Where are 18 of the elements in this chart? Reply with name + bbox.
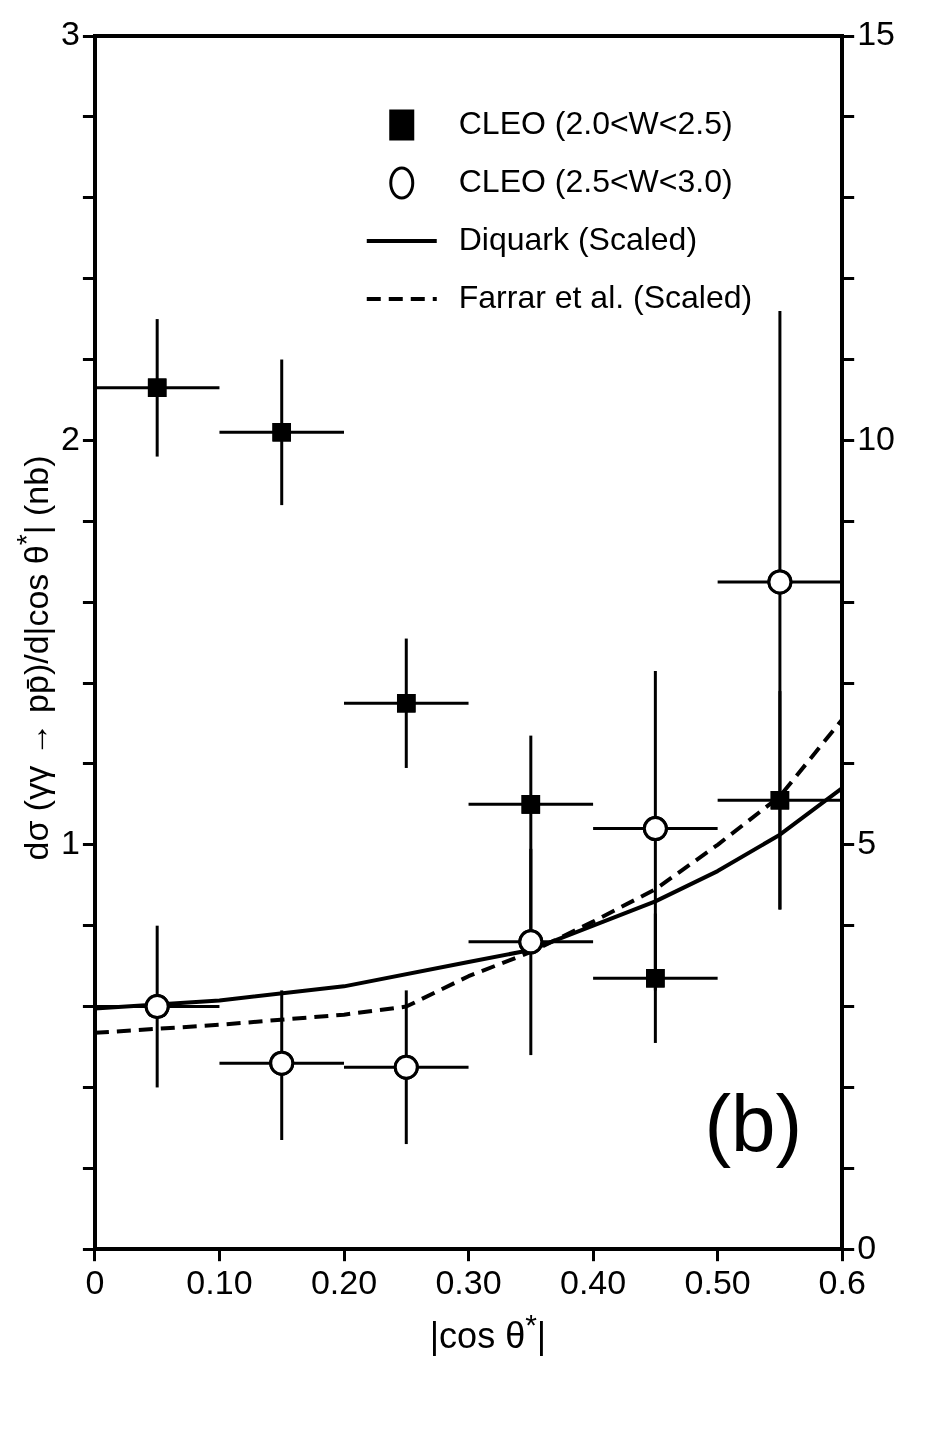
legend-label: CLEO (2.0<W<2.5) xyxy=(458,104,733,141)
annotation: (b) xyxy=(704,1079,803,1169)
y2-tick-label: 10 xyxy=(857,418,896,457)
y-tick-label: 2 xyxy=(60,418,80,457)
x-tick-label: 0 xyxy=(85,1262,105,1301)
x-tick-label: 0.50 xyxy=(684,1262,751,1301)
x-tick-label: 0.30 xyxy=(435,1262,502,1301)
legend-label: Farrar et al. (Scaled) xyxy=(458,278,753,315)
y-tick-label: 3 xyxy=(60,14,80,53)
legend-label: Diquark (Scaled) xyxy=(458,220,698,257)
y-tick-label: 1 xyxy=(60,823,80,862)
legend-label: CLEO (2.5<W<3.0) xyxy=(458,162,733,199)
x-axis-title: |cos θ$^{*}$| xyxy=(428,1308,548,1357)
y2-tick-label: 5 xyxy=(857,823,877,862)
x-tick-label: 0.20 xyxy=(310,1262,378,1301)
x-tick-label: 0.10 xyxy=(186,1262,253,1301)
x-tick-label: 0.40 xyxy=(560,1262,627,1301)
y2-tick-label: 15 xyxy=(857,14,896,53)
